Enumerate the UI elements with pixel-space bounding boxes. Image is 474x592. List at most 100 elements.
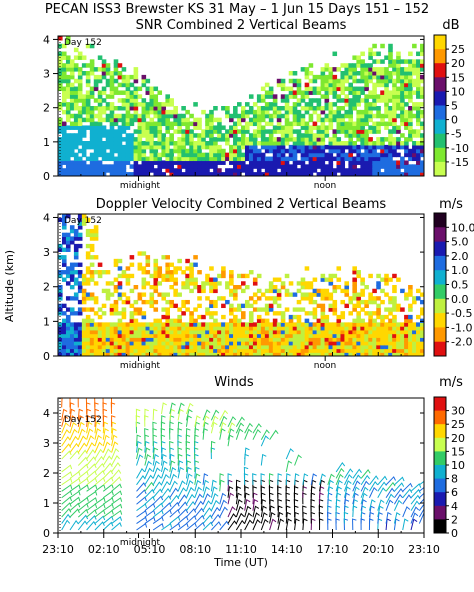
- wind-barb: [61, 443, 72, 453]
- snr-cell: [61, 94, 67, 99]
- wind-barb: [169, 515, 181, 524]
- snr-cell: [340, 86, 346, 92]
- wind-barb: [410, 518, 418, 531]
- wind-barb: [177, 494, 188, 505]
- doppler-cell: [324, 333, 330, 338]
- snr-cell: [420, 51, 424, 57]
- doppler-cell: [193, 333, 198, 338]
- snr-cell: [352, 94, 357, 99]
- snr-cell: [85, 43, 91, 49]
- snr-cell: [121, 102, 127, 107]
- snr-cell: [133, 144, 139, 150]
- doppler-cell: [260, 348, 266, 353]
- snr-cell: [97, 160, 103, 165]
- doppler-cell: [328, 296, 334, 301]
- wind-barb: [219, 499, 228, 511]
- snr-cell: [304, 152, 310, 158]
- doppler-cell: [129, 262, 135, 267]
- snr-cell: [304, 141, 310, 146]
- winds-colorbar-swatch: [434, 397, 446, 412]
- wind-barb: [177, 402, 185, 415]
- doppler-heatmap: [58, 214, 424, 356]
- doppler-cell: [416, 288, 421, 294]
- doppler-cell: [252, 329, 258, 335]
- wind-barb: [94, 470, 106, 479]
- snr-cell: [284, 137, 290, 142]
- snr-cell: [117, 141, 123, 146]
- snr-cell: [61, 168, 67, 173]
- snr-cell: [97, 144, 103, 150]
- doppler-cell: [161, 296, 167, 301]
- doppler-cell: [153, 329, 159, 335]
- doppler-cell: [105, 341, 111, 346]
- snr-cell: [85, 164, 91, 169]
- snr-cell: [296, 78, 302, 84]
- snr-cell: [384, 90, 389, 95]
- doppler-cell: [157, 337, 163, 342]
- wind-barb: [244, 447, 250, 460]
- doppler-cell: [392, 303, 397, 309]
- doppler-cell: [113, 326, 119, 331]
- doppler-cell: [105, 292, 111, 297]
- snr-cell: [260, 160, 266, 165]
- snr-cell: [412, 156, 417, 162]
- doppler-cell: [141, 326, 147, 331]
- snr-cell: [137, 148, 143, 154]
- doppler-cell: [233, 318, 238, 323]
- snr-cell: [348, 117, 353, 123]
- snr-cell: [392, 164, 397, 169]
- snr-cell: [360, 164, 365, 169]
- doppler-cell: [61, 240, 67, 245]
- snr-cell: [352, 156, 357, 162]
- snr-cell: [141, 129, 147, 134]
- snr-cell: [177, 141, 182, 146]
- snr-cell: [81, 141, 87, 146]
- wind-barb: [152, 447, 159, 460]
- snr-cell: [149, 156, 155, 162]
- snr-cell: [145, 129, 151, 134]
- snr-cell: [244, 109, 250, 115]
- wind-barb: [185, 402, 194, 415]
- snr-cell: [368, 47, 373, 53]
- doppler-cell: [384, 281, 389, 286]
- doppler-cell: [129, 333, 135, 338]
- doppler-cell: [280, 311, 286, 316]
- snr-cell: [384, 148, 389, 154]
- doppler-cell: [173, 329, 178, 335]
- snr-cell: [169, 125, 174, 130]
- snr-cell: [229, 144, 234, 150]
- snr-cell: [225, 156, 230, 162]
- snr-cell: [233, 152, 238, 158]
- snr-cell: [101, 133, 107, 138]
- snr-cell: [368, 117, 373, 123]
- wind-barb: [344, 474, 353, 486]
- doppler-cell: [65, 266, 71, 271]
- doppler-cell: [65, 326, 71, 331]
- doppler-cell: [121, 337, 127, 342]
- snr-cell: [368, 102, 373, 107]
- snr-cell: [85, 144, 91, 150]
- snr-cell: [61, 98, 67, 103]
- winds-colorbar-label: 20: [451, 432, 465, 445]
- snr-cell: [193, 102, 198, 107]
- doppler-cell: [320, 329, 326, 335]
- snr-cell: [312, 98, 318, 103]
- snr-cell: [157, 152, 163, 158]
- doppler-cell: [352, 285, 357, 290]
- doppler-cell: [416, 341, 421, 346]
- snr-cell: [328, 137, 334, 142]
- snr-cell: [288, 125, 294, 130]
- snr-cell: [241, 160, 246, 165]
- snr-cell: [376, 160, 381, 165]
- doppler-cell: [125, 322, 131, 327]
- snr-cell: [284, 141, 290, 146]
- winds-xtick-label: 23:10: [408, 543, 440, 556]
- doppler-cell: [360, 333, 365, 338]
- wind-barb: [418, 498, 424, 505]
- winds-xtick-label: 02:10: [88, 543, 120, 556]
- snr-cell: [201, 133, 206, 138]
- doppler-cell: [320, 311, 326, 316]
- snr-cell: [213, 129, 218, 134]
- snr-cell: [312, 152, 318, 158]
- doppler-cell: [93, 326, 99, 331]
